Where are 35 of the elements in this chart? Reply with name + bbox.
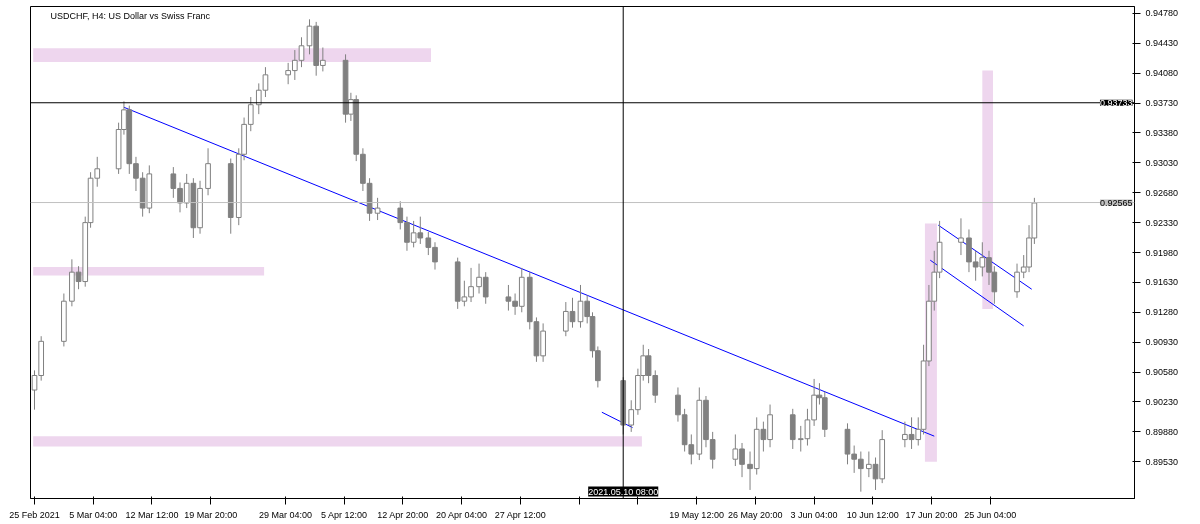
x-tick-label: 27 Apr 12:00 bbox=[494, 509, 546, 520]
y-tick-label: 0.90230 bbox=[1145, 396, 1179, 407]
y-tick-label: 0.92680 bbox=[1145, 187, 1179, 198]
y-tick-label: 0.89880 bbox=[1145, 426, 1179, 437]
y-tick-label: 0.93030 bbox=[1145, 157, 1179, 168]
y-tick-label: 0.90580 bbox=[1145, 367, 1179, 378]
y-tick-label: 0.92330 bbox=[1145, 217, 1179, 228]
y-tick-label: 0.91980 bbox=[1145, 247, 1179, 258]
ref-line-label: 2021.05.10 08:00 bbox=[588, 486, 659, 497]
x-tick-label: 17 Jun 20:00 bbox=[905, 509, 958, 520]
x-tick-label: 5 Mar 04:00 bbox=[69, 509, 118, 520]
x-tick-label: 20 Apr 04:00 bbox=[435, 509, 487, 520]
y-tick-label: 0.90930 bbox=[1145, 337, 1179, 348]
x-tick-label: 19 Mar 20:00 bbox=[184, 509, 238, 520]
chart-title: USDCHF, H4: US Dollar vs Swiss Franc bbox=[50, 10, 211, 21]
y-tick-label: 0.94780 bbox=[1145, 8, 1179, 19]
x-tick-label: 12 Apr 20:00 bbox=[377, 509, 429, 520]
y-tick-label: 0.93730 bbox=[1145, 98, 1179, 109]
x-tick-label: 25 Feb 2021 bbox=[9, 509, 60, 520]
x-tick-label: 3 Jun 04:00 bbox=[790, 509, 838, 520]
y-tick-label: 0.89530 bbox=[1145, 456, 1179, 467]
x-tick-label: 19 May 12:00 bbox=[669, 509, 724, 520]
y-tick-label: 0.91280 bbox=[1145, 307, 1179, 318]
y-tick-label: 0.94080 bbox=[1145, 68, 1179, 79]
y-tick-label: 0.94430 bbox=[1145, 38, 1179, 49]
x-tick-label: 5 Apr 12:00 bbox=[320, 509, 367, 520]
ref-line-label: 0.93733 bbox=[1099, 97, 1133, 108]
y-tick-label: 0.91630 bbox=[1145, 277, 1179, 288]
x-tick-label: 29 Mar 04:00 bbox=[258, 509, 312, 520]
x-tick-label: 10 Jun 12:00 bbox=[846, 509, 899, 520]
y-tick-label: 0.93380 bbox=[1145, 127, 1179, 138]
x-tick-label: 25 Jun 04:00 bbox=[964, 509, 1017, 520]
x-tick-label: 12 Mar 12:00 bbox=[125, 509, 179, 520]
ref-line-label: 0.92565 bbox=[1099, 197, 1133, 208]
x-tick-label: 26 May 20:00 bbox=[728, 509, 783, 520]
